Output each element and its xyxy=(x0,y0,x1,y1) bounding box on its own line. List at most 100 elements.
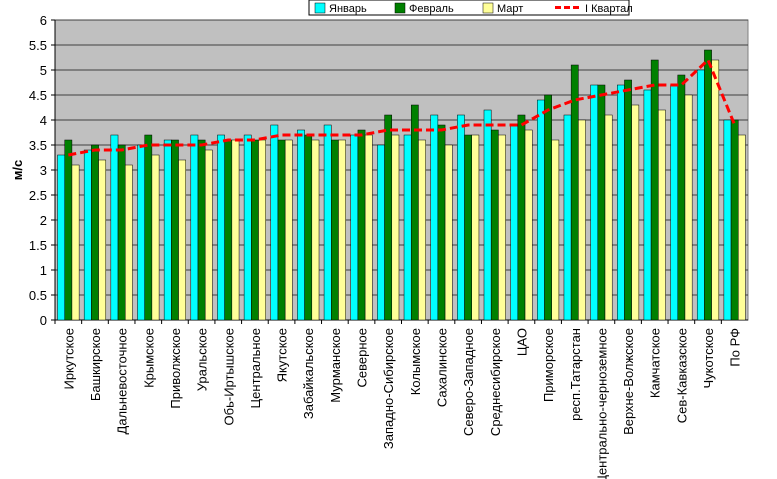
x-tick-label: респ.Татарстан xyxy=(568,328,583,421)
bar xyxy=(617,84,625,321)
bar xyxy=(696,69,705,321)
bar xyxy=(83,149,92,321)
bar xyxy=(277,139,286,321)
bar xyxy=(490,129,499,321)
bar xyxy=(403,134,412,321)
bar xyxy=(117,144,126,321)
x-tick-label: Башкирское xyxy=(88,328,103,401)
x-tick-label: Уральское xyxy=(195,328,210,391)
bar xyxy=(578,119,586,321)
x-tick-label: Чукотское xyxy=(701,328,716,389)
y-tick-label: 3.5 xyxy=(29,138,47,153)
bar xyxy=(151,154,160,321)
bar xyxy=(418,139,426,321)
x-tick-label: Иркутское xyxy=(61,328,76,390)
bar xyxy=(517,114,526,321)
bar xyxy=(537,99,545,321)
bar xyxy=(71,164,80,321)
x-tick-label: Приволжское xyxy=(168,328,183,409)
bar xyxy=(464,134,472,321)
legend-swatch xyxy=(482,2,494,14)
y-tick-label: 3 xyxy=(40,163,47,178)
bar xyxy=(297,129,305,321)
x-tick-label: Колымское xyxy=(408,328,423,395)
x-tick-label: Камчатское xyxy=(648,328,663,398)
y-axis-label: м/с xyxy=(10,160,25,180)
bar xyxy=(563,114,572,321)
x-tick-label: По РФ xyxy=(728,328,743,367)
bar xyxy=(350,134,359,321)
bar xyxy=(597,84,606,321)
x-tick-label: Приморское xyxy=(541,328,556,402)
bar xyxy=(570,64,579,321)
bar xyxy=(544,94,552,321)
bar xyxy=(471,134,480,321)
x-tick-label: Центрально-черноземное xyxy=(594,328,609,479)
legend-label: Март xyxy=(497,3,523,15)
x-tick-label: Крымское xyxy=(141,328,156,388)
bar xyxy=(631,104,640,321)
bar xyxy=(124,164,133,321)
bar xyxy=(137,144,145,321)
bar xyxy=(331,139,339,321)
bar xyxy=(57,154,65,321)
bar xyxy=(510,124,519,321)
x-tick-label: Дальневосточное xyxy=(115,328,130,434)
x-tick-label: Якутское xyxy=(275,328,290,382)
bar xyxy=(738,134,746,321)
bar xyxy=(224,139,233,321)
bar xyxy=(524,129,533,321)
bar xyxy=(444,144,453,321)
x-tick-label: Северное xyxy=(355,328,370,387)
bar xyxy=(231,139,240,321)
x-tick-label: ЦАО xyxy=(514,328,529,356)
bar xyxy=(551,139,560,321)
bar xyxy=(670,84,679,321)
bar xyxy=(338,139,346,321)
bar xyxy=(391,134,400,321)
bar xyxy=(364,134,373,321)
bar xyxy=(658,109,666,321)
bar xyxy=(643,89,652,321)
bar xyxy=(377,144,385,321)
bar xyxy=(498,134,506,321)
legend-label: I Квартал xyxy=(585,3,633,15)
y-tick-label: 1.5 xyxy=(29,238,47,253)
legend: Январь Февраль Март I Квартал xyxy=(308,0,633,16)
bar xyxy=(311,139,320,321)
legend-label: Январь xyxy=(329,3,367,15)
y-tick-label: 2.5 xyxy=(29,188,47,203)
x-tick-label: Верхне-Волжское xyxy=(621,328,636,435)
bar xyxy=(190,134,199,321)
bar xyxy=(437,124,446,321)
bar xyxy=(98,159,107,321)
bar xyxy=(457,114,465,321)
y-tick-label: 1 xyxy=(40,263,47,278)
bar xyxy=(284,139,293,321)
x-tick-label: Среднесибирское xyxy=(488,328,503,436)
y-tick-label: 2 xyxy=(40,213,47,228)
bar xyxy=(483,109,492,321)
y-tick-label: 0.5 xyxy=(29,288,47,303)
bar xyxy=(251,139,259,321)
y-tick-label: 5.5 xyxy=(29,38,47,53)
bar xyxy=(704,49,712,321)
bar xyxy=(430,114,439,321)
y-tick-label: 4.5 xyxy=(29,88,47,103)
legend-swatch xyxy=(394,2,406,14)
bar xyxy=(604,114,613,321)
y-tick-label: 4 xyxy=(40,113,47,128)
x-tick-label: Обь-Иртышское xyxy=(221,328,236,425)
bar xyxy=(197,139,206,321)
bar xyxy=(677,74,686,321)
bar xyxy=(650,59,659,321)
bar xyxy=(684,94,693,321)
bar xyxy=(144,134,153,321)
bar xyxy=(624,79,632,321)
bar xyxy=(64,139,73,321)
legend-box xyxy=(308,0,630,16)
x-tick-label: Центральное xyxy=(248,328,263,408)
bar xyxy=(711,59,720,321)
line xyxy=(68,57,737,157)
bar xyxy=(258,139,266,321)
